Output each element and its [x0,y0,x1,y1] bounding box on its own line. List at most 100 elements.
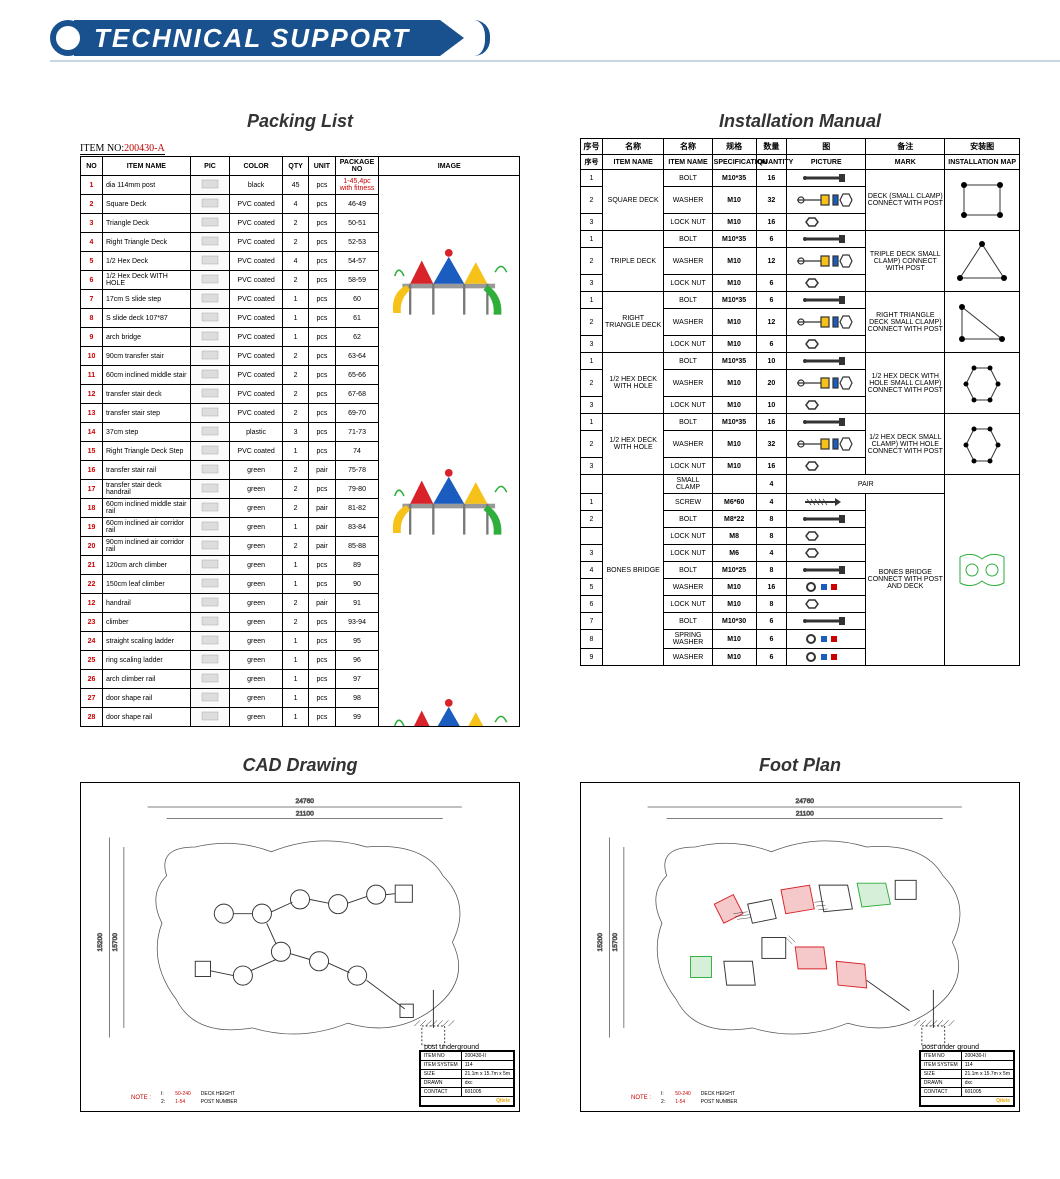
pk-unit: pcs [309,670,335,689]
pk-name: dia 114mm post [102,176,190,195]
pk-pic [190,252,230,271]
im-idx: 3 [581,275,603,292]
pk-pkgno: 83-84 [335,518,379,537]
pk-qty: 2 [282,366,308,385]
pk-unit: pair [309,594,335,613]
svg-text:15700: 15700 [112,933,119,952]
pk-qty: 2 [282,347,308,366]
im-idx: 2 [581,431,603,458]
pk-qty: 2 [282,461,308,480]
im-spec: M8 [712,528,756,545]
pk-no: 2 [81,195,103,214]
im-item: WASHER [664,431,712,458]
pk-pic [190,651,230,670]
pk-no: 4 [81,233,103,252]
im-deck: BONES BRIDGE [602,475,663,666]
im-idx: 2 [581,370,603,397]
im-item: BOLT [664,562,712,579]
im-item: SPRING WASHER [664,630,712,649]
im-idx: 3 [581,397,603,414]
pk-color: PVC coated [230,195,283,214]
pk-pkgno: 65-66 [335,366,379,385]
pk-color: green [230,575,283,594]
pk-pkgno: 58-59 [335,271,379,290]
pk-no: 6 [81,271,103,290]
pk-pkgno: 90 [335,575,379,594]
pk-color: PVC coated [230,404,283,423]
pk-color: green [230,651,283,670]
pk-no: 8 [81,309,103,328]
im-idx: 3 [581,336,603,353]
pk-pic [190,689,230,708]
pk-pic [190,195,230,214]
im-item: BOLT [664,292,712,309]
im-item: WASHER [664,187,712,214]
pk-pkgno: 60 [335,290,379,309]
pk-pkgno: 67-68 [335,385,379,404]
im-spec: M10*35 [712,170,756,187]
im-item: WASHER [664,309,712,336]
pk-unit: pair [309,537,335,556]
pk-qty: 2 [282,480,308,499]
im-qty: 16 [756,458,787,475]
pk-pkgno: 96 [335,651,379,670]
im-hw-icon [787,397,866,414]
pk-qty: 2 [282,214,308,233]
im-qty: 8 [756,562,787,579]
pk-color: PVC coated [230,271,283,290]
cad-drawing: 24760 21100 15200 15700 [80,782,520,1112]
pk-no: 12 [81,594,103,613]
im-col-header: ITEM NAME [602,155,663,170]
im-col-header: INSTALLATION MAP [945,155,1020,170]
pk-color: green [230,518,283,537]
pk-qty: 2 [282,537,308,556]
pk-name: 60cm inclined middle stair [102,366,190,385]
im-item: LOCK NUT [664,214,712,231]
pk-pic [190,271,230,290]
im-spec: M10 [712,649,756,666]
pk-name: Triangle Deck [102,214,190,233]
pk-pic [190,708,230,727]
pk-name: climber [102,613,190,632]
im-mark: BONES BRIDGE CONNECT WITH POST AND DECK [866,494,945,666]
im-hw-icon [787,630,866,649]
im-idx: 9 [581,649,603,666]
pk-unit: pair [309,461,335,480]
pk-col-header: QTY [282,157,308,176]
im-spec: M10 [712,214,756,231]
im-col-header: MARK [866,155,945,170]
pk-no: 15 [81,442,103,461]
im-item: LOCK NUT [664,458,712,475]
pk-color: PVC coated [230,328,283,347]
pk-unit: pcs [309,423,335,442]
im-qty: 20 [756,370,787,397]
im-hw-icon [787,275,866,292]
foot-title: Foot Plan [580,755,1020,776]
im-hw-icon [787,649,866,666]
pk-pic [190,556,230,575]
im-hw-icon [787,545,866,562]
im-col-header: 安装图 [945,139,1020,155]
pk-pic [190,366,230,385]
pk-pic [190,404,230,423]
im-mark: 1/2 HEX DECK WITH HOLE SMALL CLAMP) CONN… [866,353,945,414]
pk-pkgno: 71-73 [335,423,379,442]
pk-no: 3 [81,214,103,233]
install-title: Installation Manual [580,111,1020,132]
pk-no: 19 [81,518,103,537]
pk-pkgno: 74 [335,442,379,461]
im-hw-icon [787,562,866,579]
pk-name: Square Deck [102,195,190,214]
im-hw-icon [787,458,866,475]
pk-no: 14 [81,423,103,442]
pk-qty: 2 [282,233,308,252]
im-idx [581,475,603,494]
pk-pkgno: 79-80 [335,480,379,499]
pk-unit: pcs [309,271,335,290]
packing-list-panel: Packing List ITEM NO:200430-A NOITEM NAM… [80,111,520,727]
pk-unit: pcs [309,404,335,423]
im-qty: 8 [756,511,787,528]
pk-name: 60cm inclined air corridor rail [102,518,190,537]
pk-name: arch bridge [102,328,190,347]
pk-qty: 1 [282,290,308,309]
